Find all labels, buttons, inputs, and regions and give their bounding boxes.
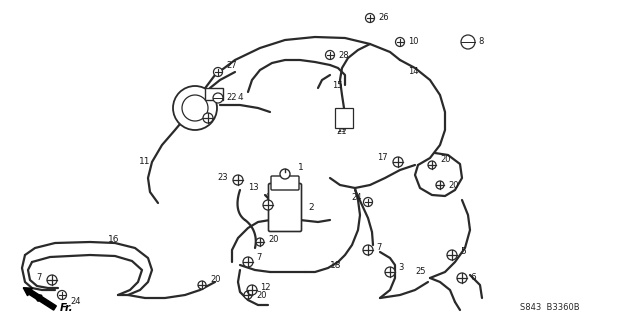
Text: Fr.: Fr. xyxy=(60,303,74,313)
Circle shape xyxy=(457,273,467,283)
Circle shape xyxy=(233,175,243,185)
Circle shape xyxy=(393,157,403,167)
Circle shape xyxy=(198,281,206,289)
Text: 18: 18 xyxy=(330,261,342,270)
Text: 22: 22 xyxy=(226,93,237,102)
Circle shape xyxy=(58,291,67,300)
Text: 27: 27 xyxy=(226,61,237,70)
Circle shape xyxy=(428,161,436,169)
Circle shape xyxy=(326,50,335,60)
Text: S843  B3360B: S843 B3360B xyxy=(520,303,580,313)
Circle shape xyxy=(447,250,457,260)
Text: 11: 11 xyxy=(138,158,150,167)
Text: 3: 3 xyxy=(398,263,403,272)
Circle shape xyxy=(363,245,373,255)
Circle shape xyxy=(263,200,273,210)
Text: 19: 19 xyxy=(336,125,346,135)
Text: 10: 10 xyxy=(408,38,419,47)
Bar xyxy=(205,88,223,100)
Text: 17: 17 xyxy=(378,153,388,162)
Text: 16: 16 xyxy=(108,235,120,244)
Text: 28: 28 xyxy=(338,50,349,60)
Text: 5: 5 xyxy=(460,248,466,256)
Text: 20: 20 xyxy=(210,276,221,285)
Text: 7: 7 xyxy=(36,273,42,283)
Circle shape xyxy=(47,275,57,285)
Circle shape xyxy=(385,267,395,277)
Text: 9: 9 xyxy=(266,194,271,203)
Text: 13: 13 xyxy=(248,183,259,192)
Text: 6: 6 xyxy=(470,273,476,283)
Text: 14: 14 xyxy=(408,68,419,77)
Circle shape xyxy=(396,38,404,47)
Text: 2: 2 xyxy=(308,204,314,212)
Circle shape xyxy=(244,291,252,299)
Circle shape xyxy=(247,285,257,295)
Circle shape xyxy=(182,95,208,121)
Text: 20: 20 xyxy=(256,291,266,300)
Circle shape xyxy=(256,238,264,246)
Circle shape xyxy=(173,86,217,130)
Circle shape xyxy=(213,93,223,103)
Text: 4: 4 xyxy=(238,93,244,102)
Text: 23: 23 xyxy=(218,174,228,182)
FancyArrow shape xyxy=(23,288,56,310)
Text: 20: 20 xyxy=(440,155,451,165)
Text: 7: 7 xyxy=(376,243,381,253)
Text: 25: 25 xyxy=(415,268,426,277)
Circle shape xyxy=(365,13,374,23)
Circle shape xyxy=(243,257,253,267)
Circle shape xyxy=(364,197,372,206)
Circle shape xyxy=(461,35,475,49)
FancyBboxPatch shape xyxy=(271,176,299,190)
Text: 8: 8 xyxy=(478,38,483,47)
Bar xyxy=(335,108,353,128)
Text: 20: 20 xyxy=(448,181,458,189)
Circle shape xyxy=(203,113,213,123)
Circle shape xyxy=(280,169,290,179)
Text: 7: 7 xyxy=(256,254,261,263)
Text: 26: 26 xyxy=(378,13,388,23)
Text: 12: 12 xyxy=(260,284,271,293)
FancyBboxPatch shape xyxy=(269,183,301,232)
Text: 15: 15 xyxy=(332,80,342,90)
Circle shape xyxy=(214,68,223,77)
Circle shape xyxy=(436,181,444,189)
Text: 1: 1 xyxy=(298,164,304,173)
Text: 20: 20 xyxy=(268,235,278,244)
Text: 24: 24 xyxy=(70,298,81,307)
Text: 24: 24 xyxy=(351,194,362,203)
Text: 23: 23 xyxy=(189,108,200,116)
Text: 21: 21 xyxy=(336,128,346,137)
